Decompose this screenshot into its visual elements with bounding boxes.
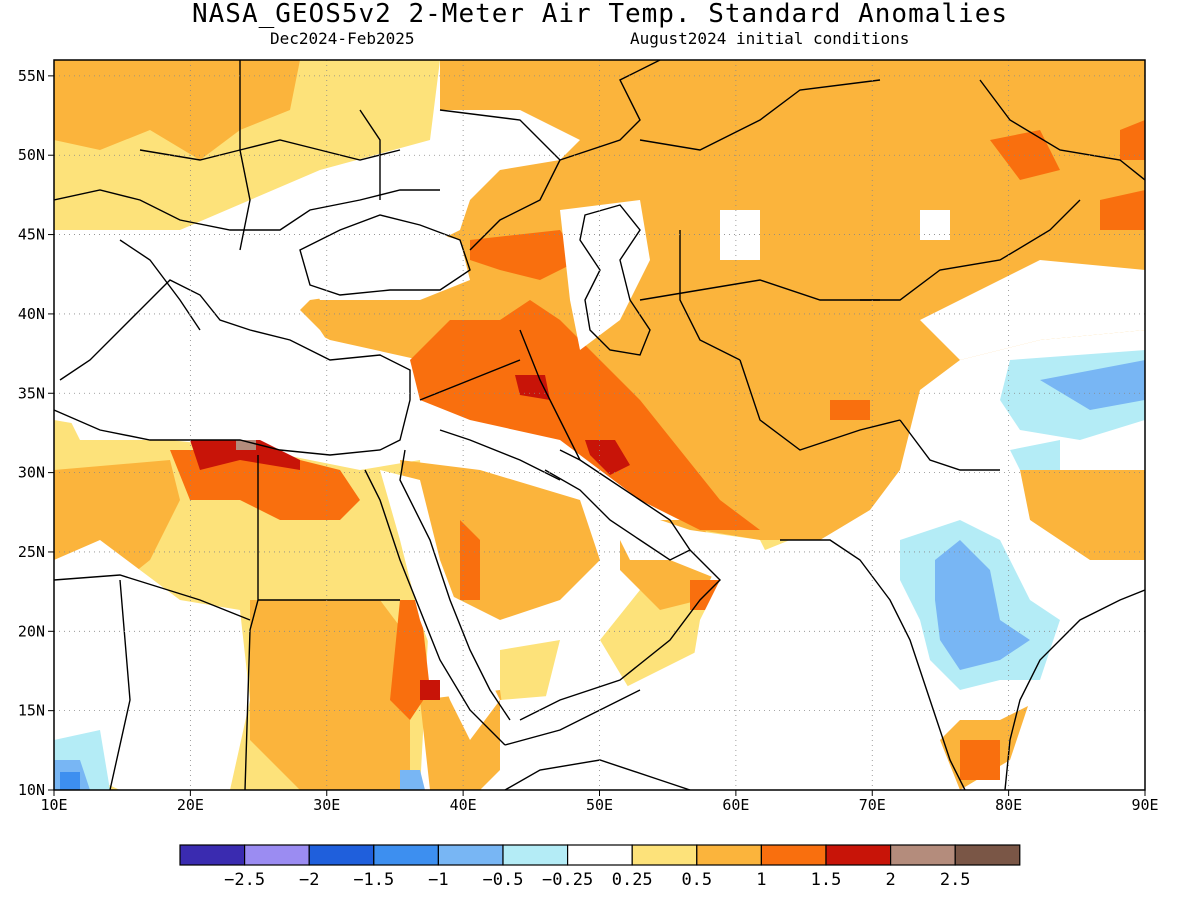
- colorbar-swatch: [825, 844, 892, 866]
- lat-tick-label: 20N: [18, 622, 45, 640]
- lon-tick-label: 70E: [859, 796, 886, 814]
- forecast-period: Dec2024-Feb2025: [270, 29, 415, 48]
- colorbar-label: −2: [299, 870, 319, 890]
- lat-tick-label: 25N: [18, 543, 45, 561]
- initial-conditions: August2024 initial conditions: [630, 29, 910, 48]
- colorbar-label: −0.5: [483, 870, 524, 890]
- colorbar-swatch: [437, 844, 504, 866]
- colorbar-label: −1.5: [353, 870, 394, 890]
- colorbar-label: 2.5: [940, 870, 971, 890]
- colorbar-swatch: [373, 844, 439, 866]
- colorbar: −2.5 −2 −1.5 −1 −0.5 −0.25 0.25 0.5 1 1.5 2 2.5: [179, 844, 1021, 890]
- colorbar-label: −2.5: [224, 870, 265, 890]
- anomaly-field-blue: [60, 772, 80, 790]
- colorbar-swatch: [696, 844, 762, 866]
- colorbar-label: 0.5: [681, 870, 712, 890]
- country-borders: [54, 60, 1145, 790]
- colorbar-swatch: [760, 844, 827, 866]
- colorbar-label: −0.25: [542, 870, 593, 890]
- lat-tick-label: 40N: [18, 305, 45, 323]
- lat-tick-label: 35N: [18, 384, 45, 402]
- lon-tick-label: 80E: [995, 796, 1022, 814]
- colorbar-swatch: [631, 844, 698, 866]
- graticule: [54, 60, 1145, 790]
- lat-tick-label: 45N: [18, 226, 45, 244]
- colorbar-swatch: [889, 844, 956, 866]
- colorbar-swatch: [566, 844, 633, 866]
- lat-tick-label: 15N: [18, 702, 45, 720]
- lon-tick-label: 10E: [40, 796, 67, 814]
- colorbar-swatch: [244, 844, 310, 866]
- colorbar-label: 1: [756, 870, 766, 890]
- lon-tick-label: 20E: [177, 796, 204, 814]
- lon-tick-label: 60E: [722, 796, 749, 814]
- lat-tick-label: 10N: [18, 781, 45, 799]
- colorbar-label: 1.5: [811, 870, 842, 890]
- lon-tick-label: 30E: [313, 796, 340, 814]
- lon-tick-label: 40E: [450, 796, 477, 814]
- lat-tick-label: 55N: [18, 67, 45, 85]
- colorbar-label: 2: [885, 870, 895, 890]
- map-title: NASA_GEOS5v2 2-Meter Air Temp. Standard …: [191, 0, 1008, 29]
- lon-tick-label: 90E: [1131, 796, 1158, 814]
- anomaly-field-brown: [236, 438, 256, 450]
- colorbar-swatch: [502, 844, 569, 866]
- lat-tick-label: 30N: [18, 464, 45, 482]
- lon-tick-label: 50E: [586, 796, 613, 814]
- colorbar-swatch: [954, 844, 1021, 866]
- colorbar-label: 0.25: [612, 870, 653, 890]
- colorbar-swatch: [179, 844, 246, 866]
- axis-ticks: 10E 20E 30E 40E 50E 60E 70E 80E 90E 10N 15N 20N 25N 3…: [18, 67, 1159, 814]
- colorbar-swatch: [308, 844, 375, 866]
- colorbar-label: −1: [428, 870, 448, 890]
- lat-tick-label: 50N: [18, 146, 45, 164]
